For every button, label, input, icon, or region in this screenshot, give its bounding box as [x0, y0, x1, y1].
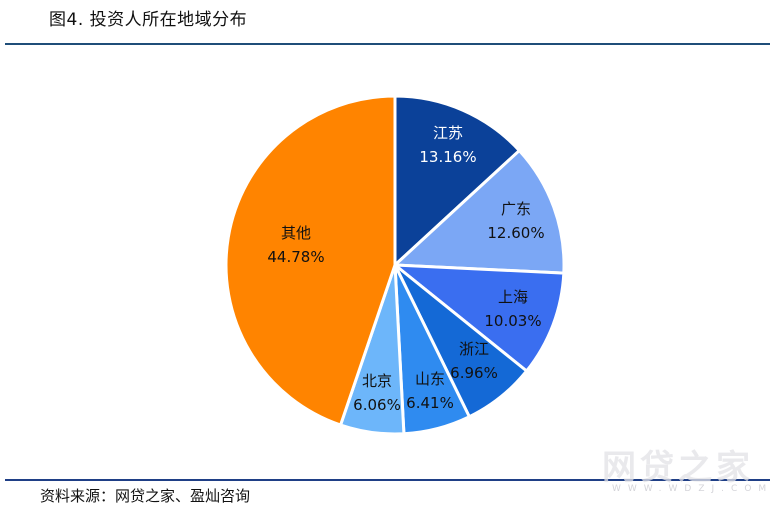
slice-label-guangdong: 广东 — [501, 200, 531, 218]
pie-slice-other — [224, 94, 397, 427]
pie-slice-guangdong — [393, 149, 566, 275]
pie-slice-jiangsu — [393, 94, 521, 267]
header-divider — [5, 43, 770, 45]
slice-label-shanghai: 上海 — [498, 288, 528, 306]
slice-value-guangdong: 12.60% — [487, 224, 544, 242]
slice-value-jiangsu: 13.16% — [419, 148, 476, 166]
slice-value-beijing: 6.06% — [353, 396, 401, 414]
chart-title: 图4. 投资人所在地域分布 — [49, 10, 248, 30]
footer-divider — [5, 479, 770, 481]
slice-value-other: 44.78% — [267, 248, 324, 266]
slice-value-shandong: 6.41% — [406, 394, 454, 412]
slice-label-other: 其他 — [281, 224, 311, 242]
source-note: 资料来源：网贷之家、盈灿咨询 — [40, 487, 251, 505]
slice-value-shanghai: 10.03% — [484, 312, 541, 330]
slice-label-beijing: 北京 — [362, 372, 392, 390]
slice-label-zhejiang: 浙江 — [459, 340, 489, 358]
pie-slice-shanghai — [393, 263, 566, 373]
slice-value-zhejiang: 6.96% — [450, 364, 498, 382]
slice-label-shandong: 山东 — [415, 370, 445, 388]
slice-label-jiangsu: 江苏 — [433, 124, 463, 142]
